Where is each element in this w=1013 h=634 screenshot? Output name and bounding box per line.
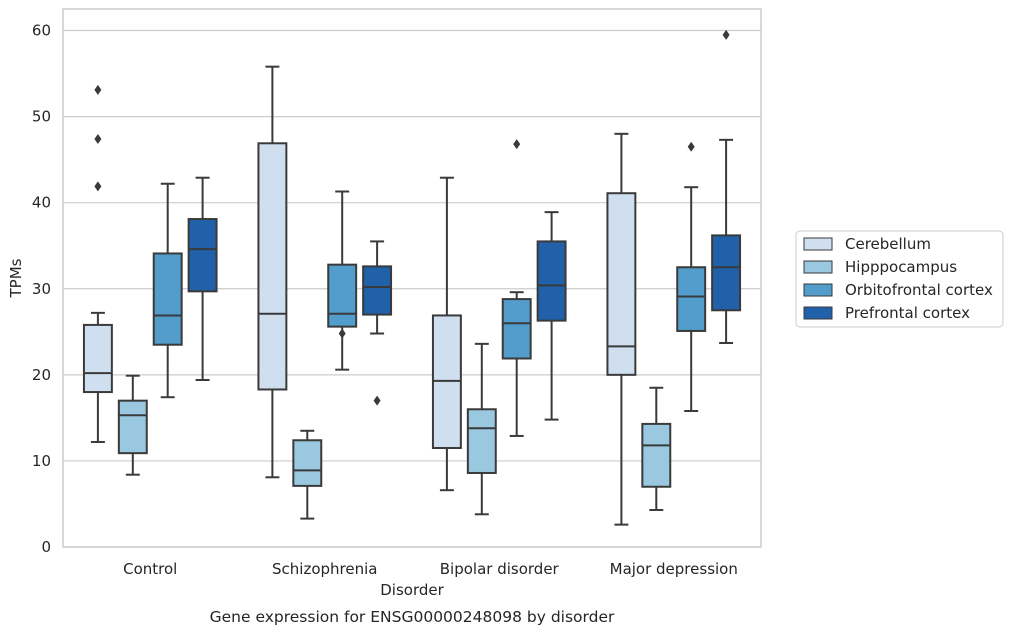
- box-iqr: [711, 234, 742, 312]
- outlier-point: [94, 84, 102, 95]
- outlier-point: [722, 29, 730, 40]
- box-iqr: [501, 298, 532, 360]
- legend-label: Hipppocampus: [845, 258, 957, 276]
- legend-swatch: [803, 237, 833, 251]
- box-iqr: [187, 218, 218, 293]
- y-tick-label: 0: [41, 538, 51, 556]
- box-iqr: [152, 252, 183, 346]
- box-3-1: [152, 182, 183, 399]
- box-iqr: [641, 422, 672, 488]
- box-iqr: [676, 266, 707, 332]
- box-groups: [82, 29, 742, 526]
- box-iqr: [257, 142, 288, 391]
- legend-frame: [795, 230, 1004, 328]
- y-axis-label: TPMs: [7, 258, 25, 298]
- x-tick-label: Bipolar disorder: [440, 560, 560, 578]
- legend-label: Prefrontal cortex: [845, 304, 970, 322]
- x-tick-label: Control: [123, 560, 177, 578]
- legend-label: Orbitofrontal cortex: [845, 281, 993, 299]
- chart-title: Gene expression for ENSG00000248098 by d…: [210, 608, 615, 626]
- y-tick-label: 10: [32, 452, 51, 470]
- outlier-point: [94, 133, 102, 144]
- box-1-1: [82, 84, 113, 443]
- box-iqr: [466, 408, 497, 474]
- box-iqr: [82, 323, 113, 394]
- x-axis-ticks: Control Schizophrenia Bipolar disorder Majo…: [123, 560, 738, 578]
- box-4-1: [187, 176, 218, 382]
- x-tick-label: Schizophrenia: [272, 560, 377, 578]
- box-2-1: [117, 374, 148, 476]
- legend-swatch: [803, 283, 833, 297]
- legend-swatch: [803, 260, 833, 274]
- legend-swatch: [803, 306, 833, 320]
- y-tick-label: 30: [32, 280, 51, 298]
- box-2-2: [292, 429, 323, 520]
- box-3-2: [327, 190, 358, 371]
- box-4-4: [711, 29, 742, 344]
- outlier-point: [373, 395, 381, 406]
- box-iqr: [327, 263, 358, 328]
- y-axis-ticks: 0 10 20 30 40 50 60: [32, 22, 51, 556]
- box-1-3: [431, 176, 462, 492]
- box-1-2: [257, 65, 288, 479]
- box-iqr: [606, 192, 637, 376]
- box-3-4: [676, 141, 707, 412]
- box-iqr: [362, 265, 393, 316]
- box-iqr: [536, 240, 567, 322]
- box-4-3: [536, 211, 567, 421]
- legend-label: Cerebellum: [845, 235, 931, 253]
- y-tick-label: 40: [32, 194, 51, 212]
- outlier-point: [687, 141, 695, 152]
- box-iqr: [292, 439, 323, 487]
- box-2-4: [641, 386, 672, 511]
- plot-frame: [62, 8, 762, 548]
- y-tick-label: 20: [32, 366, 51, 384]
- box-1-4: [606, 132, 637, 526]
- box-iqr: [117, 399, 148, 455]
- y-tick-label: 60: [32, 22, 51, 40]
- box-2-3: [466, 342, 497, 516]
- box-4-2: [362, 240, 393, 406]
- box-3-3: [501, 139, 532, 437]
- y-tick-label: 50: [32, 108, 51, 126]
- x-axis-label: Disorder: [380, 581, 444, 599]
- legend: Cerebellum Hipppocampus Orbitofrontal cort…: [795, 230, 1004, 328]
- outlier-point: [513, 139, 521, 150]
- outlier-point: [94, 181, 102, 192]
- outlier-point: [338, 328, 346, 339]
- x-tick-label: Major depression: [610, 560, 738, 578]
